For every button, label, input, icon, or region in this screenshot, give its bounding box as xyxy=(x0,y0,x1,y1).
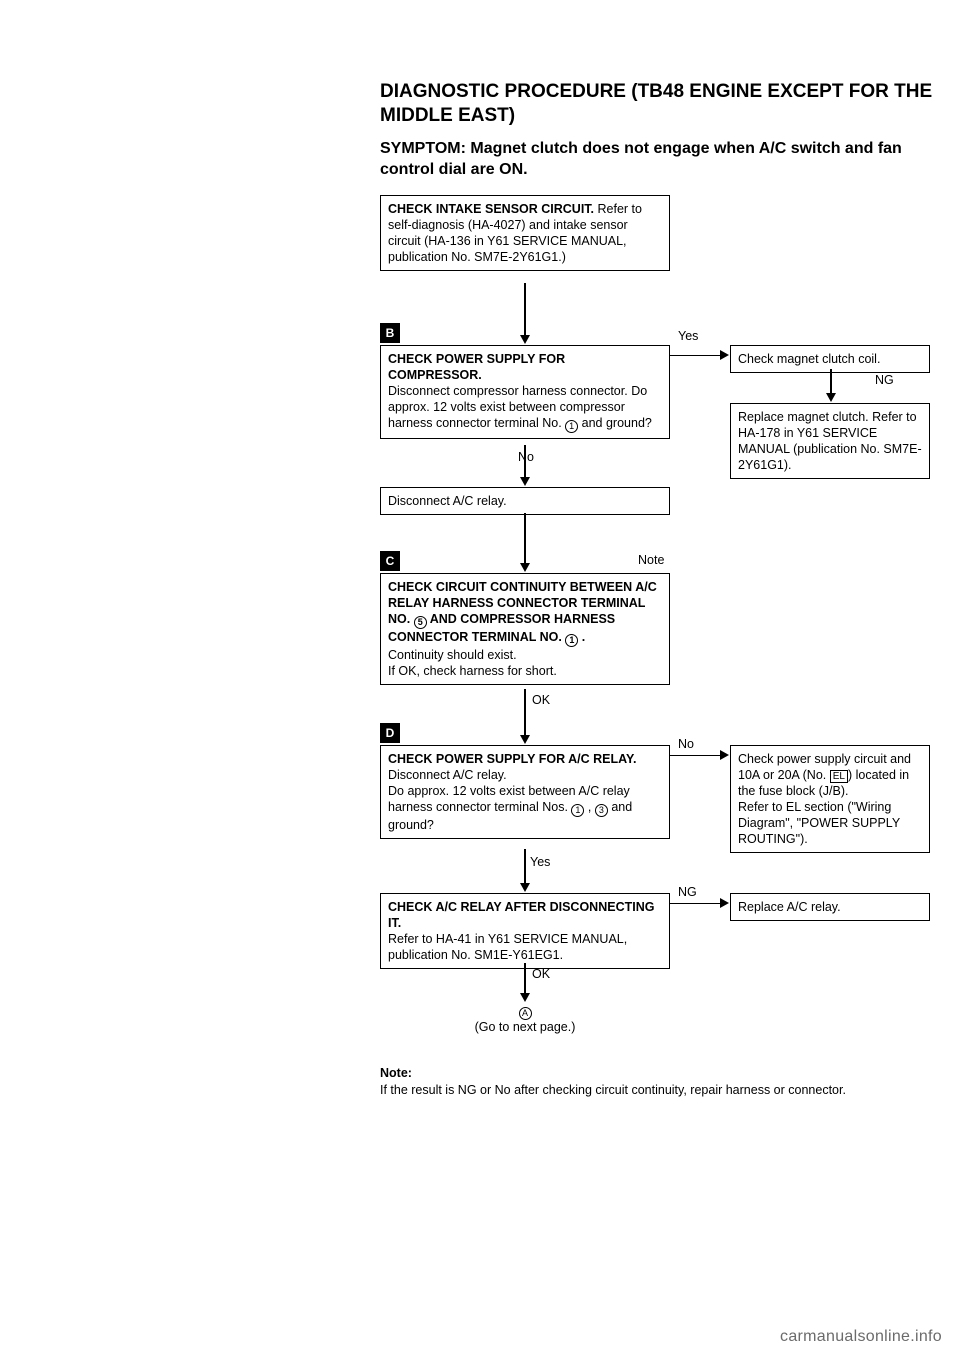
connector-line xyxy=(830,369,832,393)
flowchart: CHECK INTAKE SENSOR CIRCUIT. Refer to se… xyxy=(380,195,940,1215)
marker-b: B xyxy=(380,323,400,343)
connector-line xyxy=(524,689,526,735)
circled-1-icon: 1 xyxy=(565,420,578,433)
label-ok: OK xyxy=(532,693,550,707)
box-disconnect-relay-text: Disconnect A/C relay. xyxy=(388,494,507,508)
footnote: Note: If the result is NG or No after ch… xyxy=(380,1065,940,1099)
box-replace-relay: Replace A/C relay. xyxy=(730,893,930,921)
arrow-down-icon xyxy=(520,993,530,1002)
label-yes: Yes xyxy=(678,329,698,343)
arrow-right-icon xyxy=(720,750,729,760)
page: DIAGNOSTIC PROCEDURE (TB48 ENGINE EXCEPT… xyxy=(0,0,960,1358)
box-intake-sensor: CHECK INTAKE SENSOR CIRCUIT. Refer to se… xyxy=(380,195,670,271)
box-cs-l2: Refer to EL section ("Wiring Diagram", "… xyxy=(738,800,900,846)
arrow-down-icon xyxy=(520,563,530,572)
circled-a-icon: A xyxy=(519,1007,532,1020)
box-pr-head: CHECK POWER SUPPLY FOR A/C RELAY. xyxy=(388,752,636,766)
label-yes-down: Yes xyxy=(530,855,550,869)
circled-5-icon: 5 xyxy=(414,616,427,629)
arrow-right-icon xyxy=(720,898,729,908)
box-cr-head: CHECK A/C RELAY AFTER DISCONNECTING IT. xyxy=(388,900,654,930)
arrow-down-icon xyxy=(520,883,530,892)
circled-3-icon: 3 xyxy=(595,804,608,817)
label-ok-2: OK xyxy=(532,967,550,981)
page-title: DIAGNOSTIC PROCEDURE (TB48 ENGINE EXCEPT… xyxy=(380,80,940,128)
marker-c: C xyxy=(380,551,400,571)
circled-1c-icon: 1 xyxy=(571,804,584,817)
final-text: (Go to next page.) xyxy=(475,1020,576,1034)
box-replace-relay-text: Replace A/C relay. xyxy=(738,900,841,914)
arrow-right-icon xyxy=(720,350,729,360)
note-label: Note xyxy=(638,553,664,567)
connector-line xyxy=(524,513,526,563)
box-power-comp-b1: Disconnect compressor harness connector. xyxy=(388,384,628,398)
box-power-comp-head: CHECK POWER SUPPLY FOR COMPRESSOR. xyxy=(388,352,565,382)
arrow-down-icon xyxy=(826,393,836,402)
box-magnet-coil-text: Check magnet clutch coil. xyxy=(738,352,880,366)
box-disconnect-relay: Disconnect A/C relay. xyxy=(380,487,670,515)
final-step: A (Go to next page.) xyxy=(440,1003,610,1034)
connector-line xyxy=(524,445,526,477)
connector-line xyxy=(524,849,526,883)
connector-line xyxy=(524,283,526,335)
box-intake-head: CHECK INTAKE SENSOR CIRCUIT. xyxy=(388,202,594,216)
box-replace-magnet: Replace magnet clutch. Refer to HA-178 i… xyxy=(730,403,930,479)
connector-line xyxy=(670,903,720,905)
box-cc-l2: Continuity should exist. xyxy=(388,648,517,662)
box-pr-l2b: , xyxy=(584,800,594,814)
footnote-body: If the result is NG or No after checking… xyxy=(380,1083,846,1097)
label-ng: NG xyxy=(875,373,894,387)
arrow-down-icon xyxy=(520,735,530,744)
label-no-right: No xyxy=(678,737,694,751)
symptom-line: SYMPTOM: Magnet clutch does not engage w… xyxy=(380,138,940,181)
box-power-relay: CHECK POWER SUPPLY FOR A/C RELAY. Discon… xyxy=(380,745,670,839)
content-column: DIAGNOSTIC PROCEDURE (TB48 ENGINE EXCEPT… xyxy=(380,80,940,1215)
box-cr-body: Refer to HA-41 in Y61 SERVICE MANUAL, pu… xyxy=(388,932,627,962)
footer-watermark: carmanualsonline.info xyxy=(780,1328,942,1346)
box-cc-l3: If OK, check harness for short. xyxy=(388,664,557,678)
label-no: No xyxy=(514,450,538,464)
box-circuit-continuity: CHECK CIRCUIT CONTINUITY BETWEEN A/C REL… xyxy=(380,573,670,685)
arrow-down-icon xyxy=(520,477,530,486)
footnote-head: Note: xyxy=(380,1066,412,1080)
box-cc-tail: . xyxy=(578,630,585,644)
box-check-supply: Check power supply circuit and 10A or 20… xyxy=(730,745,930,853)
connector-line xyxy=(670,755,720,757)
box-replace-magnet-l1: Replace magnet clutch. xyxy=(738,410,869,424)
label-ng-right: NG xyxy=(678,885,697,899)
box-pr-l1: Disconnect A/C relay. xyxy=(388,768,507,782)
boxed-el-icon: EL xyxy=(830,770,848,783)
circled-1b-icon: 1 xyxy=(565,634,578,647)
box-power-compressor: CHECK POWER SUPPLY FOR COMPRESSOR. Disco… xyxy=(380,345,670,439)
box-check-relay: CHECK A/C RELAY AFTER DISCONNECTING IT. … xyxy=(380,893,670,969)
marker-d: D xyxy=(380,723,400,743)
connector-line xyxy=(524,963,526,993)
arrow-down-icon xyxy=(520,335,530,344)
box-power-comp-b3: and ground? xyxy=(578,416,652,430)
connector-line xyxy=(670,355,720,357)
